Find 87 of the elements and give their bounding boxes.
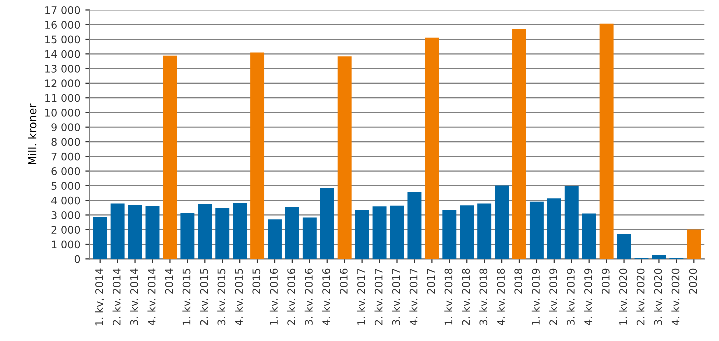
bar [425,38,440,260]
bar [233,203,248,260]
bar [390,206,404,260]
y-tick-label: 11 000 [46,94,80,102]
x-tick-label: 2. kv. 2017 [374,269,383,326]
y-tick-label: 9 000 [52,124,80,132]
x-tick-label: 3. kv. 2019 [566,268,575,326]
x-tick-label: 2. kv. 2014 [112,268,121,326]
x-tick-label: 2. kv. 2015 [200,269,208,326]
x-tick-label: 2015 [252,269,261,294]
bar [285,207,300,260]
x-tick-label: 1. kv. 2017 [357,269,366,325]
x-tick-label: 2. kv. 2020 [636,268,645,326]
bar [198,204,212,260]
y-tick-label: 16 000 [46,21,80,29]
x-tick-label: 2016 [340,268,348,294]
y-tick-label: 14 000 [46,50,80,58]
bar [110,204,125,260]
y-tick-label: 17 000 [46,6,80,14]
x-tick-label: 4. kv. 2014 [148,268,156,326]
bar [93,217,108,260]
x-tick-label: 3. kv. 2016 [304,268,313,326]
x-tick-label: 2014 [165,268,174,294]
y-tick-label: 13 000 [46,65,80,73]
bar [372,206,387,260]
bar [268,220,282,260]
bar [687,230,702,260]
bar [216,208,230,260]
y-tick-label: 8 000 [52,138,80,146]
x-tick-label: 2017 [427,269,436,294]
x-tick-label: 4. kv. 2018 [496,268,506,326]
bar [408,192,422,260]
y-tick-label: 2 000 [52,226,80,234]
y-tick-label: 10 000 [46,108,80,117]
bar [302,218,317,260]
bar [180,213,195,260]
x-tick-label: 3. kv. 2015 [218,269,226,326]
bar [460,206,474,260]
x-tick-label: 1. kv. 2019 [532,268,540,325]
x-tick-label: 4. kv. 2019 [584,268,592,326]
bar [617,234,632,260]
y-tick-label: 4 000 [52,196,80,205]
x-tick-label: 2. kv. 2018 [462,268,470,326]
y-tick-label: 0 [74,255,80,264]
x-tick-label: 1. kv, 2014 [95,268,104,326]
bar [355,210,370,260]
bar [146,206,160,260]
bar [250,52,265,260]
x-tick-label: 3. kv. 2014 [130,268,138,326]
x-tick-label: 3. kv. 2020 [654,268,662,326]
bar [600,24,614,260]
y-axis-title: Mill. kroner [28,104,37,165]
x-tick-label: 3. kv. 2017 [392,269,400,326]
x-tick-label: 1. kv. 2018 [444,268,453,325]
x-tick-label: 2. kv. 2016 [287,268,296,326]
y-tick-label: 6 000 [52,168,80,176]
x-tick-label: 4. kv. 2016 [322,268,330,326]
bar [478,204,492,260]
y-tick-label: 1 000 [52,240,80,249]
y-tick-label: 5 000 [52,182,80,190]
y-tick-label: 15 000 [46,36,80,44]
bar [128,205,142,260]
x-tick-label: 4. kv. 2017 [410,269,418,326]
x-tick-label: 1. kv. 2016 [270,268,278,325]
bar [652,256,666,260]
x-tick-label: 2018 [514,268,523,294]
bar [320,188,334,260]
x-tick-label: 1. kv. 2015 [182,269,191,325]
x-tick-label: 2020 [689,268,698,294]
x-tick-label: 3. kv. 2018 [480,268,488,326]
bar [163,56,178,260]
x-tick-label: 2. kv. 2019 [549,268,558,326]
y-tick-label: 7 000 [52,152,80,161]
bar [338,56,352,260]
bar [582,214,596,260]
x-tick-label: 4. kv. 2020 [672,268,680,326]
bar [512,28,526,260]
y-tick-label: 3 000 [52,211,80,220]
bar [547,198,562,260]
bar [530,202,544,260]
bar [564,186,579,260]
bar [495,186,510,260]
y-tick-label: 12 000 [46,80,80,88]
x-tick-label: 4. kv. 2015 [235,269,244,326]
x-tick-label: 2019 [602,268,610,294]
x-tick-label: 1. kv. 2020 [619,268,628,325]
bar [442,210,457,260]
